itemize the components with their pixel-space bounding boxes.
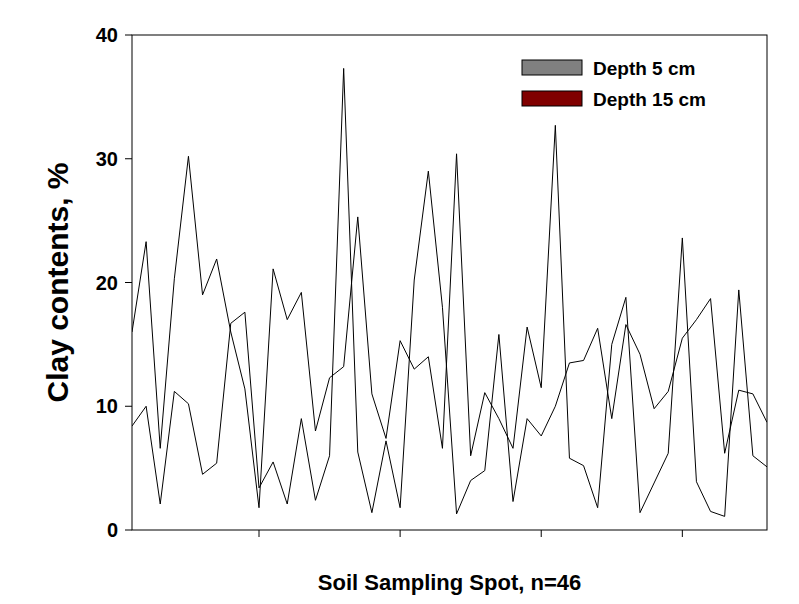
legend: Depth 5 cm Depth 15 cm xyxy=(522,58,706,110)
y-tick-label: 0 xyxy=(107,519,118,541)
y-tick-label: 20 xyxy=(96,272,118,294)
legend-swatch xyxy=(522,60,582,75)
x-tick xyxy=(400,530,401,537)
plot-frame xyxy=(132,35,767,530)
series-line xyxy=(132,125,767,516)
y-tick xyxy=(125,158,132,159)
y-tick-label: 30 xyxy=(96,148,118,170)
legend-label: Depth 5 cm xyxy=(593,58,695,79)
y-tick xyxy=(125,530,132,531)
y-tick-label: 40 xyxy=(96,24,118,46)
x-tick xyxy=(541,530,542,537)
legend-label: Depth 15 cm xyxy=(593,89,706,110)
y-tick-label: 10 xyxy=(96,395,118,417)
x-axis-label: Soil Sampling Spot, n=46 xyxy=(318,570,581,595)
x-tick xyxy=(682,530,683,537)
series-line xyxy=(132,68,767,513)
y-tick xyxy=(125,406,132,407)
y-tick xyxy=(125,35,132,36)
plot-area xyxy=(132,68,767,516)
legend-swatch xyxy=(522,91,582,106)
y-tick xyxy=(125,282,132,283)
y-axis-label: Clay contents, % xyxy=(41,162,74,402)
chart: 0 10 20 30 40 Depth 5 cm Depth 15 cm Soil Sampl… xyxy=(0,0,799,604)
x-tick xyxy=(259,530,260,537)
